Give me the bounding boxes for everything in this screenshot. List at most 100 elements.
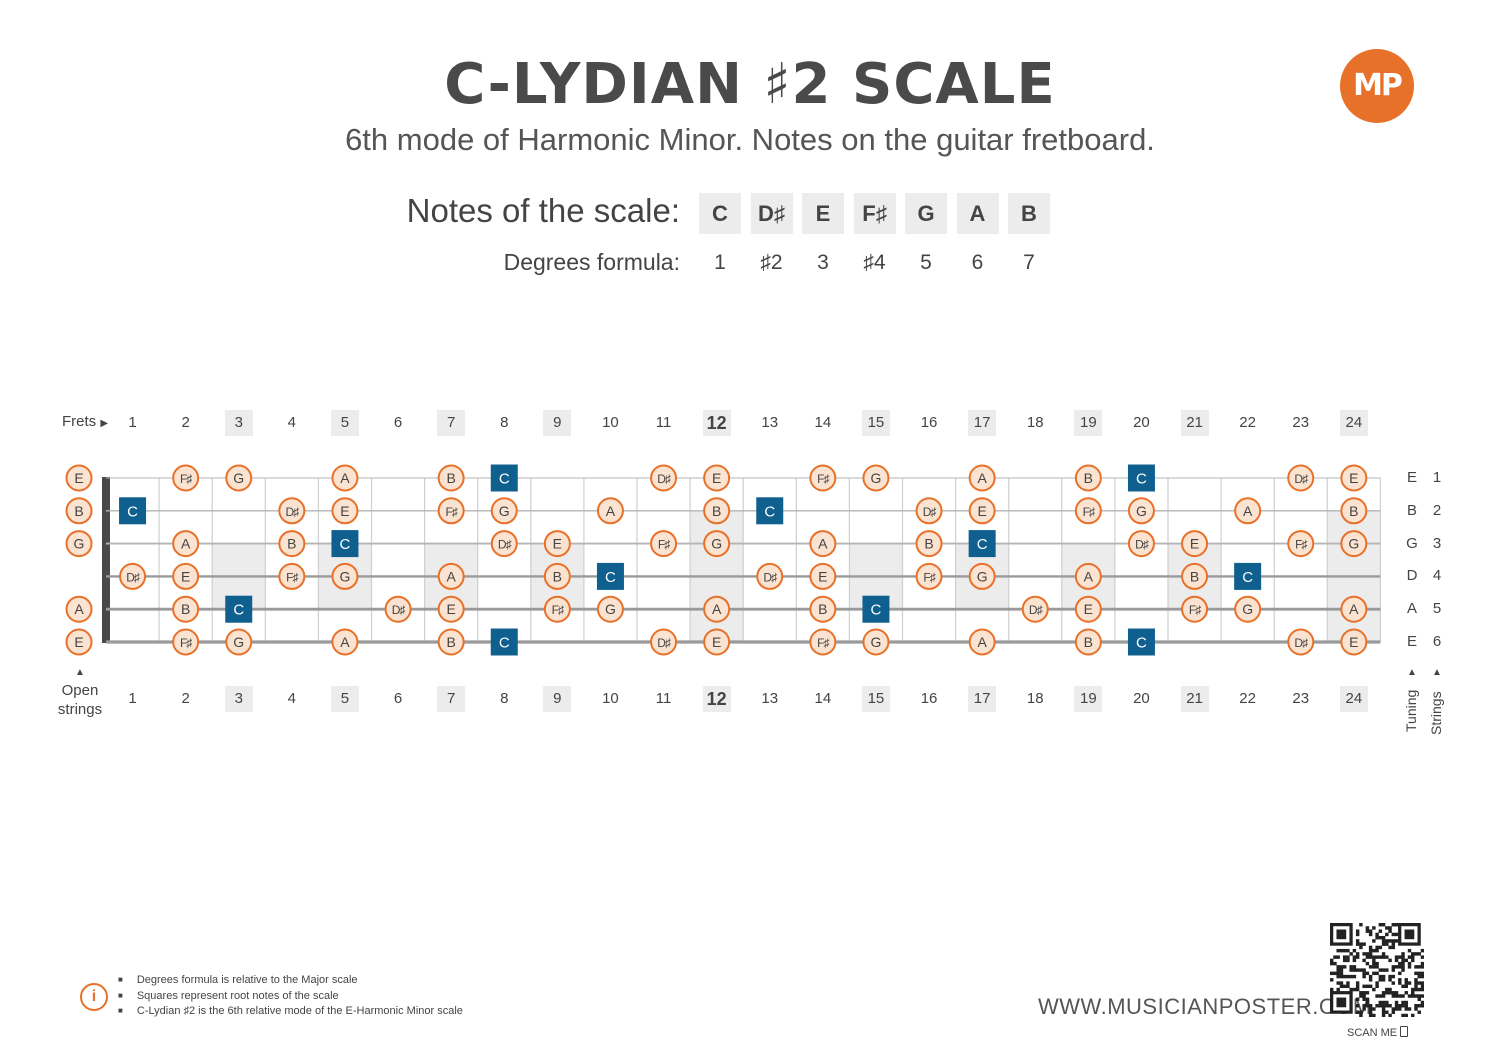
note-circle [543, 530, 571, 558]
note-label: D♯ [286, 505, 300, 519]
note-circle [1287, 628, 1315, 656]
scan-me-label: SCAN ME [1347, 1026, 1409, 1039]
note-label: F♯ [180, 472, 192, 486]
footer-note: C-Lydian ♯2 is the 6th relative mode of … [118, 1004, 463, 1020]
note-label: A [446, 568, 456, 584]
note-label: D♯ [657, 636, 671, 650]
fret-number: 1 [128, 414, 137, 431]
footer-notes: Degrees formula is relative to the Major… [118, 973, 463, 1020]
root-note-label: C [1136, 471, 1147, 488]
note-label: E [1349, 470, 1358, 486]
note-circle [809, 628, 837, 656]
fret-number: 21 [1180, 410, 1209, 436]
footer-note: Degrees formula is relative to the Major… [118, 973, 463, 989]
fret-number: 6 [393, 690, 403, 707]
note-label: F♯ [1295, 538, 1307, 552]
note-circle [862, 464, 890, 492]
notes-of-scale-label: Notes of the scale: [406, 192, 680, 229]
note-circle [1181, 562, 1209, 590]
note-label: D♯ [763, 570, 777, 584]
note-label: F♯ [923, 570, 935, 584]
fret-number: 3 [224, 410, 253, 436]
note-circle [596, 595, 624, 623]
page-subtitle: 6th mode of Harmonic Minor. Notes on the… [345, 122, 1155, 157]
root-note-label: C [764, 503, 775, 520]
fret-marker [212, 543, 266, 610]
note-circle [809, 464, 837, 492]
fret-number: 22 [1239, 414, 1256, 431]
note-circle [65, 595, 93, 623]
root-note-label: C [977, 536, 988, 553]
info-icon: i [80, 983, 108, 1011]
fret-number: 13 [761, 414, 779, 431]
root-note-square [225, 595, 253, 623]
brand-logo: MP [1340, 49, 1414, 123]
note-circle [1181, 595, 1209, 623]
note-label: B [1190, 568, 1199, 584]
note-circle [172, 595, 200, 623]
note-circle [809, 530, 837, 558]
note-label: D♯ [657, 472, 671, 486]
note-circle [278, 497, 306, 525]
note-label: D♯ [923, 505, 937, 519]
fret-number: 13 [761, 690, 779, 707]
phone-icon [1400, 1026, 1409, 1037]
tuning-note: E [1406, 633, 1417, 650]
scale-note-box: B [1008, 193, 1050, 234]
note-label: G [1136, 503, 1147, 519]
string-number: 1 [1432, 469, 1442, 486]
fret-marker [849, 543, 903, 610]
root-note-square [490, 628, 518, 656]
qr-code[interactable] [1330, 923, 1424, 1017]
note-label: B [1084, 634, 1093, 650]
note-label: A [977, 634, 987, 650]
note-circle [437, 562, 465, 590]
fret-number: 21 [1180, 686, 1209, 712]
note-circle [703, 628, 731, 656]
fret-marker [530, 543, 584, 610]
root-note-square [331, 530, 359, 558]
note-circle [1021, 595, 1049, 623]
degree-value: 6 [971, 251, 984, 274]
note-label: A [340, 470, 350, 486]
note-circle [1181, 530, 1209, 558]
note-label: D♯ [1029, 603, 1043, 617]
note-label: E [74, 634, 83, 650]
note-label: F♯ [1083, 505, 1095, 519]
scale-note-box: C [699, 193, 741, 234]
note-circle [1340, 530, 1368, 558]
fret-number: 16 [920, 414, 938, 431]
note-circle [1287, 530, 1315, 558]
root-note-label: C [340, 536, 351, 553]
note-circle [809, 595, 837, 623]
note-label: E [977, 503, 986, 519]
degree-value: 3 [817, 251, 829, 274]
fret-number: 2 [181, 414, 190, 431]
page-title: C-LYDIAN ♯2 SCALE [444, 52, 1056, 117]
note-label: B [74, 503, 83, 519]
note-label: E [712, 634, 721, 650]
tuning-note: B [1406, 501, 1417, 519]
note-circle [543, 562, 571, 590]
note-label: D♯ [1294, 636, 1308, 650]
note-label: B [181, 601, 190, 617]
website-link[interactable]: WWW.MUSICIANPOSTER.COM [1038, 994, 1372, 1019]
note-circle [278, 530, 306, 558]
fret-number: 9 [543, 686, 572, 712]
string-number: 5 [1432, 600, 1442, 618]
root-note-label: C [1136, 635, 1147, 652]
note-circle [225, 628, 253, 656]
note-label: B [287, 536, 296, 552]
fret-number: 4 [287, 414, 297, 431]
fret-marker [1327, 609, 1381, 642]
fret-number: 7 [437, 410, 466, 436]
note-circle [968, 497, 996, 525]
note-circle [809, 562, 837, 590]
note-circle [172, 628, 200, 656]
fret-number: 24 [1339, 686, 1368, 712]
fret-number: 12 [702, 410, 731, 436]
note-circle [1127, 497, 1155, 525]
note-label: A [340, 634, 350, 650]
fret-number: 3 [224, 686, 253, 712]
